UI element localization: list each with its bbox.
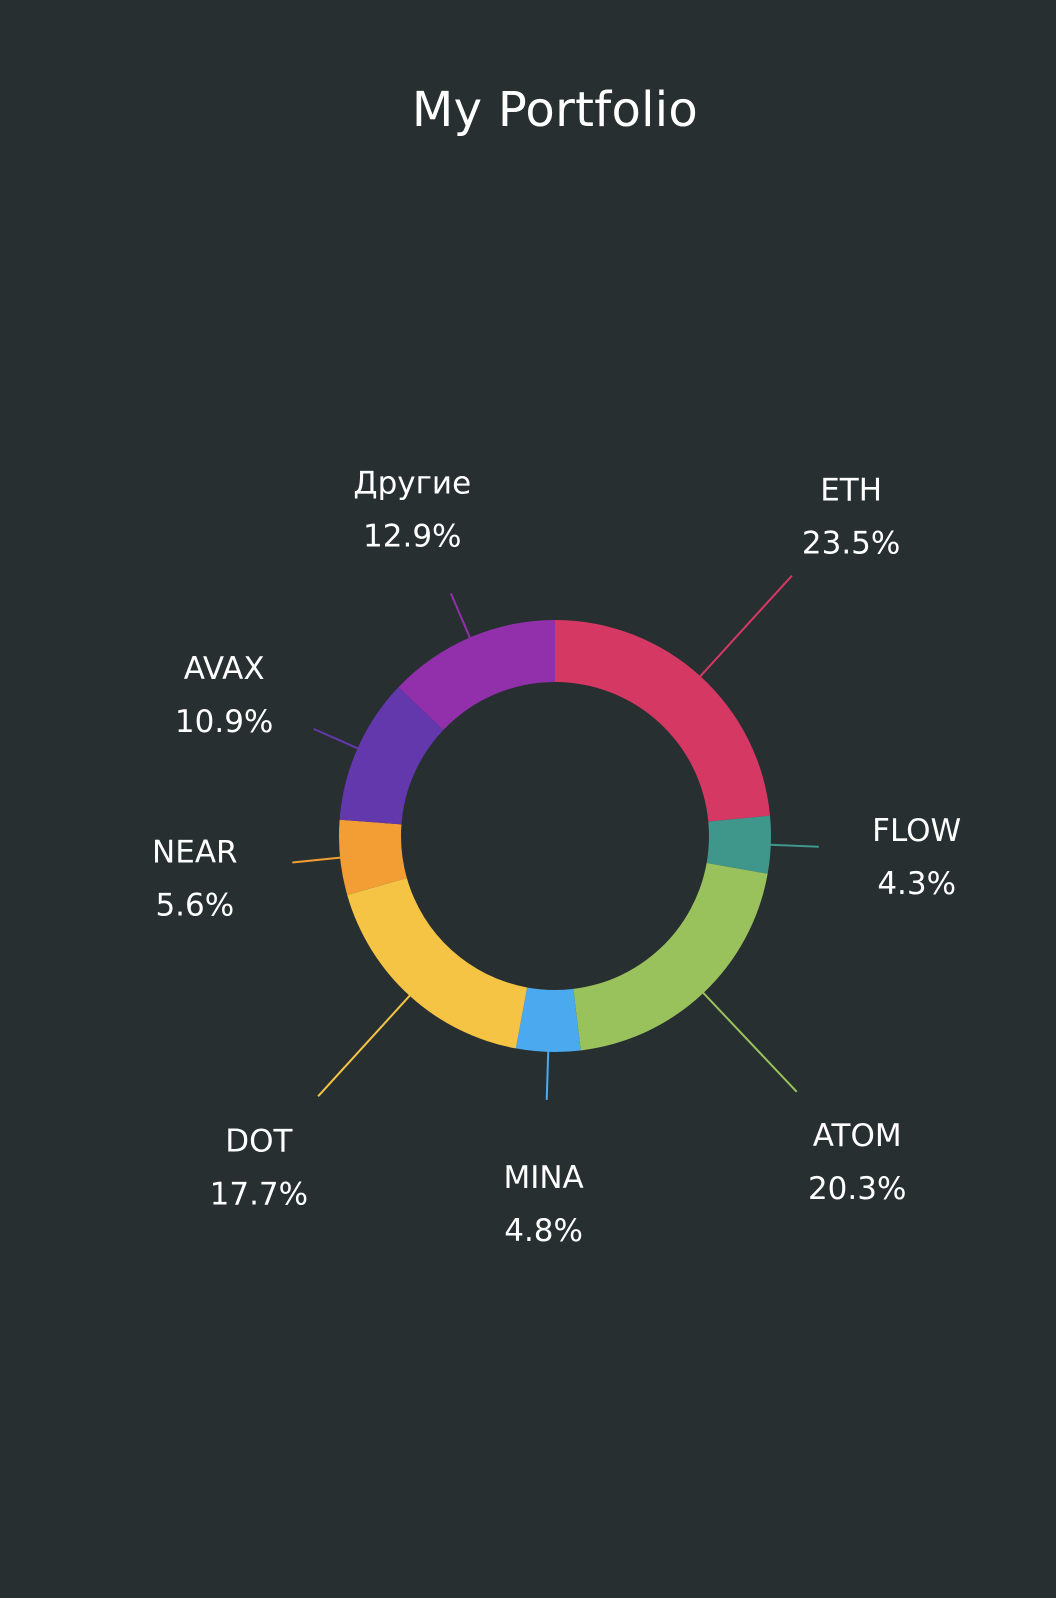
slice-flow[interactable] (706, 815, 771, 874)
slice-label-eth: ETH (820, 473, 882, 509)
slice-percent-mina: 4.8% (504, 1213, 583, 1249)
slice-mina[interactable] (515, 987, 581, 1053)
slice-label-near: NEAR (152, 834, 238, 870)
slice-dot[interactable] (347, 878, 528, 1049)
leader-lines-layer (292, 574, 819, 1100)
slice-percent-avax: 10.9% (175, 704, 273, 740)
leader-line-atom (699, 989, 798, 1093)
slice-percent-atom: 20.3% (808, 1171, 906, 1207)
slice-percent-item-7: 12.9% (363, 518, 461, 554)
slice-label-flow: FLOW (872, 813, 961, 849)
leader-line-item-7 (449, 592, 473, 642)
slice-label-mina: MINA (503, 1160, 583, 1196)
leader-line-flow (766, 843, 819, 848)
leader-line-dot (317, 992, 414, 1098)
slice-label-avax: AVAX (184, 651, 265, 687)
slice-label-group-eth: ETH 23.5% (802, 473, 900, 562)
leader-line-near (292, 856, 345, 864)
slice-label-group-item-7: Другие 12.9% (353, 465, 471, 554)
page-title: My Portfolio (411, 82, 699, 138)
leader-line-eth (696, 574, 793, 680)
slice-label-atom: ATOM (813, 1118, 902, 1154)
leader-line-mina (545, 1047, 550, 1100)
slice-label-group-near: NEAR 5.6% (152, 834, 238, 923)
slice-label-group-flow: FLOW 4.3% (872, 813, 961, 902)
slice-percent-dot: 17.7% (210, 1176, 308, 1212)
slice-eth[interactable] (555, 620, 771, 822)
slice-label-dot: DOT (225, 1123, 293, 1159)
slice-percent-flow: 4.3% (877, 866, 956, 902)
slice-percent-eth: 23.5% (802, 526, 900, 562)
slice-item-7[interactable] (398, 620, 555, 730)
slices-layer (339, 620, 771, 1053)
slice-avax[interactable] (339, 687, 444, 825)
slice-label-group-dot: DOT 17.7% (210, 1123, 308, 1212)
slice-atom[interactable] (573, 862, 768, 1051)
labels-layer: ETH 23.5% FLOW 4.3% ATOM 20.3% MINA 4.8% DOT 17.7… (152, 465, 961, 1248)
slice-label-group-mina: MINA 4.8% (503, 1160, 583, 1249)
slice-percent-near: 5.6% (155, 887, 234, 923)
slice-near[interactable] (339, 819, 407, 895)
slice-label-group-atom: ATOM 20.3% (808, 1118, 906, 1207)
slice-label-item-7: Другие (353, 465, 471, 501)
slice-label-group-avax: AVAX 10.9% (175, 651, 273, 740)
leader-line-avax (313, 727, 362, 751)
